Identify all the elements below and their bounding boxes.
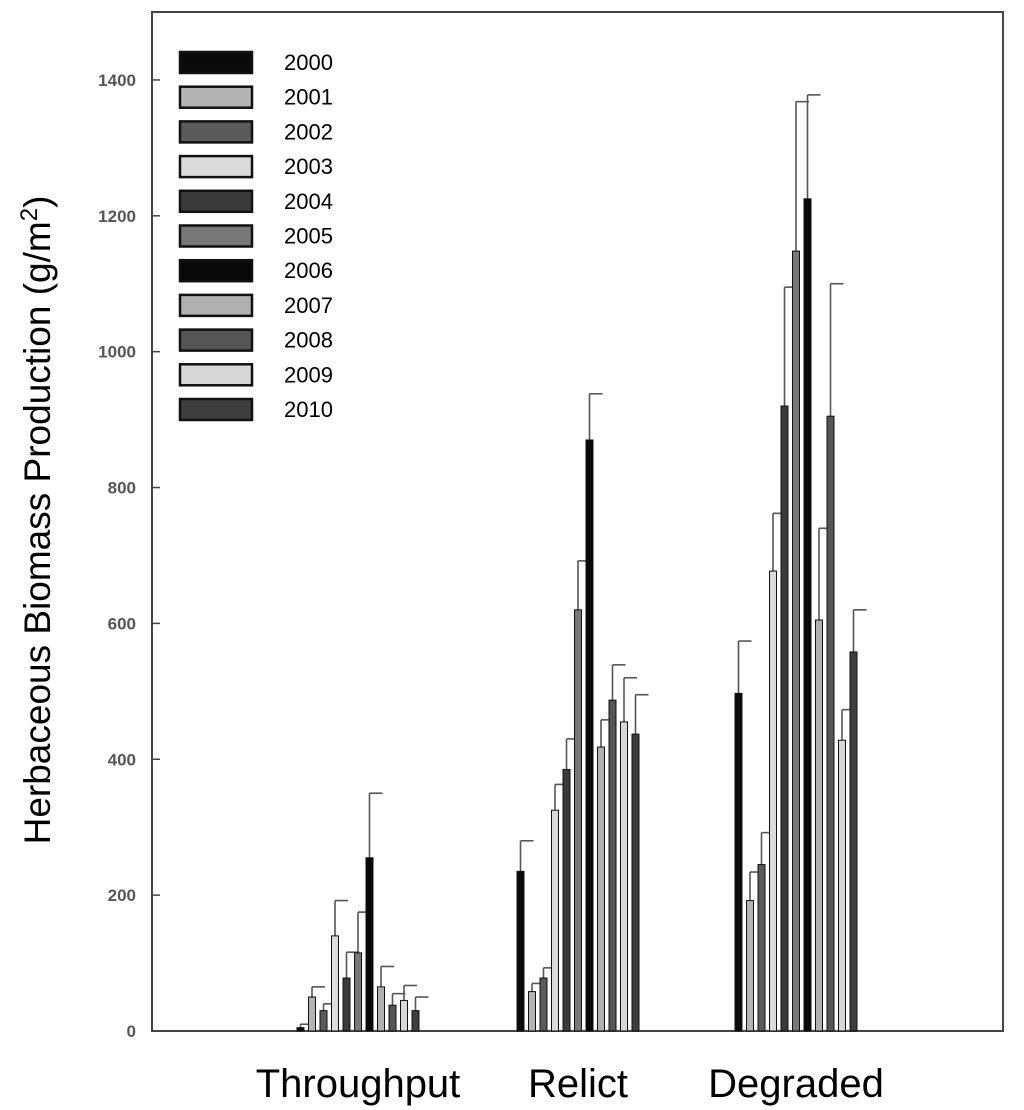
legend-item: 2003: [178, 154, 333, 179]
y-tick-label: 400: [108, 750, 136, 769]
bar-group-throughput: [296, 792, 429, 1032]
bar-relict-2009: [620, 721, 628, 1032]
legend-item: 2004: [178, 189, 333, 214]
legend-swatch: [178, 363, 254, 387]
x-category-label: Throughput: [256, 1062, 461, 1106]
y-tick-label: 1400: [98, 71, 136, 90]
legend-label: 2004: [284, 189, 333, 214]
bar-group-relict: [516, 392, 649, 1032]
legend: 2000 2001 2002 2003 2004 2005 2006 2007 2008 2009…: [178, 50, 333, 422]
bar-relict-2005: [574, 609, 582, 1032]
y-tick-label: 600: [108, 614, 136, 633]
legend-item: 2002: [178, 119, 333, 144]
legend-swatch: [178, 50, 254, 75]
legend-item: 2007: [178, 293, 333, 318]
legend-swatch: [178, 397, 254, 422]
legend-item: 2006: [178, 258, 333, 283]
bar-group-degraded: [734, 94, 867, 1032]
legend-item: 2001: [178, 85, 333, 110]
legend-swatch: [178, 328, 254, 352]
y-tick-label: 200: [108, 886, 136, 905]
bar-degraded-2010: [849, 651, 858, 1032]
legend-item: 2000: [178, 50, 333, 75]
bar-degraded-2005: [792, 250, 800, 1032]
legend-label: 2003: [284, 154, 333, 179]
bar-throughput-2009: [400, 999, 408, 1032]
y-axis-label: Herbaceous Biomass Production (g/m2): [16, 196, 59, 845]
legend-label: 2007: [284, 293, 333, 318]
bar-degraded-2000: [734, 692, 743, 1032]
bar-degraded-2008: [826, 415, 835, 1032]
bar-throughput-2006: [365, 857, 374, 1032]
bar-throughput-2000: [296, 1027, 305, 1032]
legend-swatch: [178, 224, 254, 248]
y-axis-label-superscript: 2: [16, 208, 43, 221]
legend-label: 2006: [284, 258, 333, 283]
y-axis-label-text: Herbaceous Biomass Production (g/m: [17, 221, 58, 844]
legend-swatch: [178, 120, 254, 144]
bar-throughput-2004: [342, 977, 351, 1032]
bar-throughput-2005: [354, 952, 362, 1032]
bar-degraded-2006: [803, 198, 812, 1032]
legend-label: 2001: [284, 85, 333, 110]
legend-swatch: [178, 189, 254, 214]
bar-degraded-2003: [769, 570, 777, 1032]
legend-label: 2010: [284, 397, 333, 422]
legend-label: 2008: [284, 328, 333, 353]
bar-degraded-2002: [757, 864, 766, 1032]
y-tick-label: 1200: [98, 207, 136, 226]
legend-label: 2000: [284, 50, 333, 75]
legend-label: 2005: [284, 224, 333, 249]
legend-item: 2005: [178, 224, 333, 249]
bar-relict-2008: [608, 699, 617, 1032]
bar-throughput-2001: [308, 996, 316, 1032]
bar-relict-2006: [585, 439, 594, 1032]
bar-relict-2004: [562, 768, 571, 1032]
x-category-label: Relict: [528, 1062, 628, 1106]
legend-swatch: [178, 258, 254, 283]
bar-relict-2010: [631, 733, 640, 1032]
legend-item: 2010: [178, 397, 333, 422]
bar-relict-2003: [551, 809, 559, 1032]
bars: [296, 94, 867, 1032]
bar-degraded-2004: [780, 405, 789, 1032]
legend-swatch: [178, 85, 254, 109]
bar-throughput-2002: [319, 1010, 328, 1032]
bar-throughput-2003: [331, 935, 339, 1032]
legend-item: 2009: [178, 362, 333, 387]
legend-item: 2008: [178, 328, 333, 353]
x-axis: Throughput Relict Degraded: [256, 1062, 884, 1106]
y-axis-label-close: ): [17, 196, 58, 208]
bar-throughput-2007: [377, 986, 385, 1032]
y-tick-label: 1000: [98, 343, 136, 362]
bar-relict-2000: [516, 870, 525, 1032]
y-axis: 0 200 400 600 800 1000 1200 1400: [98, 71, 160, 1041]
bar-degraded-2009: [838, 739, 846, 1032]
bar-throughput-2010: [411, 1010, 420, 1032]
legend-swatch: [178, 154, 254, 179]
bar-degraded-2007: [815, 619, 823, 1032]
bar-relict-2007: [597, 746, 605, 1032]
x-category-label: Degraded: [708, 1062, 884, 1106]
y-tick-label: 0: [127, 1022, 136, 1041]
bar-throughput-2008: [388, 1004, 397, 1032]
bar-relict-2001: [528, 991, 536, 1032]
legend-label: 2002: [284, 119, 333, 144]
legend-label: 2009: [284, 362, 333, 387]
bar-relict-2002: [539, 977, 548, 1032]
legend-swatch: [178, 293, 254, 318]
y-tick-label: 800: [108, 479, 136, 498]
bar-degraded-2001: [746, 900, 754, 1032]
